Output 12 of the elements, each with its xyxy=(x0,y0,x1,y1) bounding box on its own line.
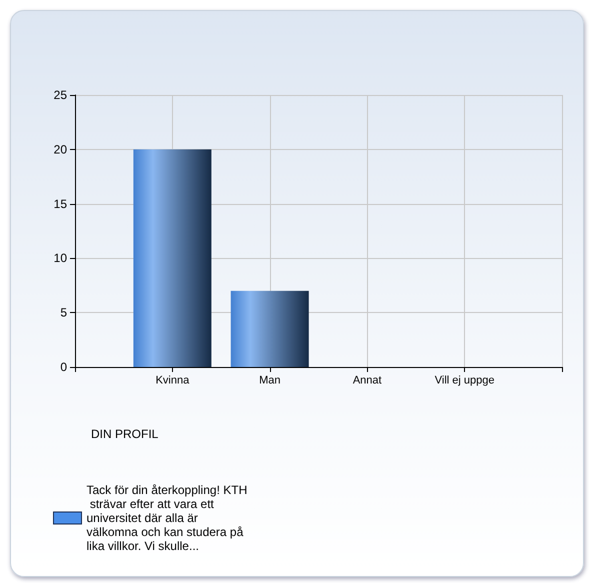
text: DIN PROFIL xyxy=(91,427,159,441)
x-tick-label: Vill ej uppge xyxy=(434,374,494,386)
x-tick-label: Man xyxy=(259,374,281,386)
x-tick-label: Annat xyxy=(352,374,382,386)
y-tick-label: 5 xyxy=(60,306,68,320)
x-tick-label: Kvinna xyxy=(156,374,190,386)
y-tick-label: 25 xyxy=(54,88,68,102)
y-tick-label: 15 xyxy=(54,196,68,211)
legend-label: Tack för din återkoppling! KTH strävar efter att vara ett universitet där alla är välkomna och kan studera på lika villkor. Vi skulle... xyxy=(86,483,248,553)
y-tick-label: 20 xyxy=(54,142,68,156)
y-tick-label: 10 xyxy=(54,251,68,266)
y-tick-label: 0 xyxy=(60,360,68,374)
